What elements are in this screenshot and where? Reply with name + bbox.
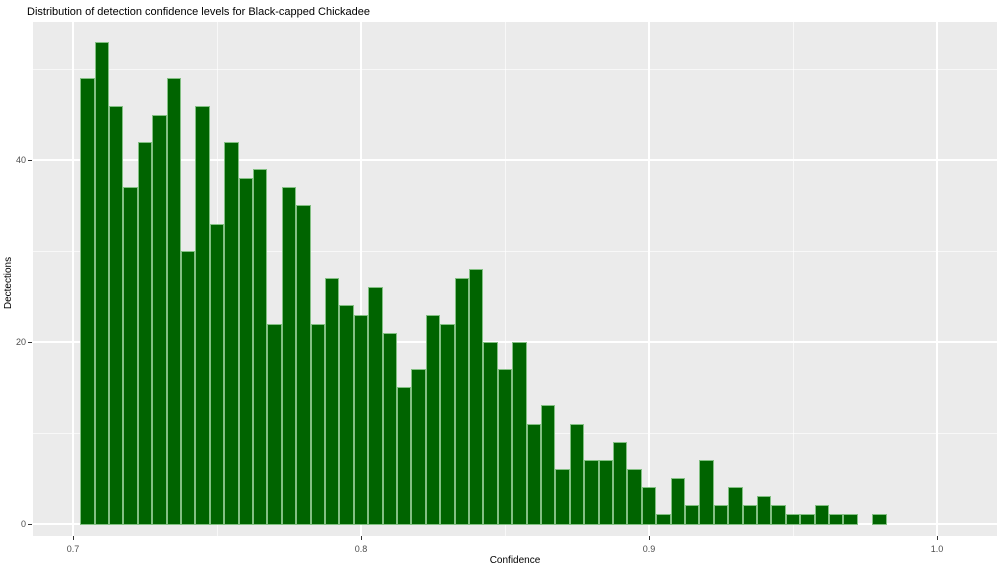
histogram-bar xyxy=(152,114,167,525)
gridline-minor-vertical xyxy=(793,22,794,536)
x-tick-mark xyxy=(937,536,938,540)
histogram-bar xyxy=(411,369,426,525)
histogram-bar xyxy=(325,278,340,525)
histogram-bar xyxy=(800,514,815,525)
histogram-bar xyxy=(209,223,225,525)
histogram-bar xyxy=(829,514,844,525)
x-tick-label: 0.7 xyxy=(66,544,80,554)
histogram-bar xyxy=(80,78,95,525)
y-tick-mark xyxy=(28,341,32,343)
histogram-bar xyxy=(253,169,268,525)
histogram-bar xyxy=(296,205,311,525)
histogram-bar xyxy=(469,269,484,525)
x-axis-title: Confidence xyxy=(489,555,541,566)
histogram-bar xyxy=(512,341,527,526)
gridline-minor-vertical xyxy=(505,22,506,536)
y-tick-mark xyxy=(28,523,32,525)
histogram-bar xyxy=(166,78,181,525)
x-tick-mark xyxy=(73,536,74,540)
gridline-major-vertical xyxy=(936,22,938,536)
y-tick-label: 0 xyxy=(20,518,26,529)
x-tick-label: 0.8 xyxy=(354,544,368,554)
histogram-bar xyxy=(728,487,743,525)
histogram-bar xyxy=(713,505,729,525)
gridline-major-horizontal xyxy=(33,159,997,161)
histogram-bar xyxy=(641,487,657,525)
x-tick-mark xyxy=(649,536,650,540)
histogram-bar xyxy=(382,332,397,525)
histogram-bar xyxy=(353,314,369,525)
gridline-major-vertical xyxy=(360,22,362,536)
histogram-bar xyxy=(281,187,297,525)
histogram-bar xyxy=(137,141,153,525)
histogram-bar xyxy=(195,105,210,525)
gridline-major-vertical xyxy=(72,22,74,536)
histogram-bar xyxy=(123,187,138,525)
histogram-bar xyxy=(454,278,469,525)
histogram-bar xyxy=(555,469,570,525)
histogram-bar xyxy=(483,341,498,526)
histogram-bar xyxy=(757,496,772,525)
histogram-bar xyxy=(598,459,613,525)
histogram-bar xyxy=(699,459,714,525)
y-tick-label: 20 xyxy=(15,336,26,347)
histogram-bar xyxy=(109,105,124,525)
gridline-minor-horizontal xyxy=(33,250,997,252)
histogram-bar xyxy=(238,178,253,525)
histogram-bar xyxy=(656,514,671,525)
histogram-bar xyxy=(310,323,325,525)
y-tick-label: 40 xyxy=(15,155,26,165)
histogram-bar xyxy=(224,141,239,525)
x-tick-mark xyxy=(361,536,362,540)
histogram-bar xyxy=(771,505,786,525)
histogram-bar xyxy=(627,469,642,525)
y-axis-title: Dectections xyxy=(3,256,14,310)
histogram-bar xyxy=(541,405,556,525)
histogram-bar xyxy=(368,287,383,525)
gridline-major-vertical xyxy=(648,22,650,536)
chart-title: Distribution of detection confidence lev… xyxy=(27,6,371,18)
histogram-bar xyxy=(814,505,829,525)
histogram-bar xyxy=(497,369,513,525)
histogram-bar xyxy=(339,305,354,525)
histogram-bar xyxy=(425,314,441,525)
histogram-bar xyxy=(397,387,412,525)
histogram-bar xyxy=(742,505,757,525)
histogram-bar xyxy=(670,478,685,525)
histogram-bar xyxy=(569,423,585,525)
histogram-bar xyxy=(685,505,700,525)
histogram-bar xyxy=(181,250,196,525)
x-tick-label: 0.9 xyxy=(642,544,656,554)
y-tick-mark xyxy=(28,160,32,161)
histogram-bar xyxy=(843,514,858,525)
histogram-bar xyxy=(872,514,887,525)
x-tick-label: 1.0 xyxy=(930,544,944,554)
plot-panel xyxy=(33,22,997,536)
histogram-bar xyxy=(267,323,282,525)
gridline-minor-horizontal xyxy=(33,69,997,71)
histogram-bar xyxy=(613,441,628,525)
histogram-bar xyxy=(440,323,455,525)
histogram-bar xyxy=(785,514,801,525)
histogram-bar xyxy=(526,423,541,525)
histogram-bar xyxy=(584,459,599,525)
histogram-bar xyxy=(94,41,109,525)
